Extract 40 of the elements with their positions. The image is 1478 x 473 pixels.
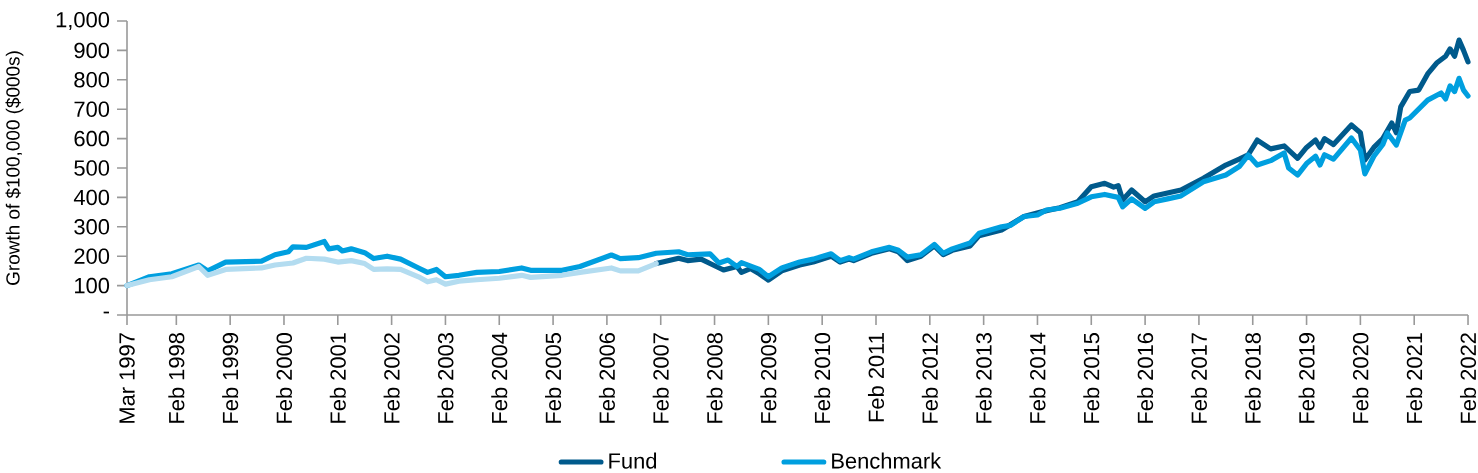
x-tick-label: Feb 2004 bbox=[491, 332, 508, 423]
y-tick-label: - bbox=[103, 311, 109, 314]
x-tick-label: Feb 2007 bbox=[652, 333, 669, 423]
x-tick-label: Feb 2001 bbox=[329, 333, 346, 423]
x-tick-label: Feb 2005 bbox=[545, 333, 562, 423]
x-tick-label: Feb 2015 bbox=[1083, 333, 1100, 423]
y-tick-label: 400 bbox=[73, 189, 110, 206]
x-tick-label: Feb 2008 bbox=[706, 333, 723, 423]
x-tick-label: Feb 2016 bbox=[1137, 333, 1154, 423]
legend-label: Fund bbox=[609, 452, 657, 469]
x-tick-label: Mar 1997 bbox=[119, 333, 135, 423]
y-tick-label: 700 bbox=[74, 101, 110, 117]
x-tick-label: Feb 1999 bbox=[222, 333, 239, 423]
y-tick-label: 600 bbox=[74, 130, 110, 147]
y-axis-title: Growth of $100,000 ($000s) bbox=[5, 51, 24, 285]
x-tick-label: Feb 2002 bbox=[383, 333, 400, 423]
x-tick-label: Feb 2021 bbox=[1406, 333, 1423, 423]
legend-label: Benchmark bbox=[832, 452, 942, 469]
x-tick-label: Feb 2012 bbox=[921, 333, 938, 423]
y-tick-label: 1,000 bbox=[56, 11, 110, 31]
y-tick-label: 900 bbox=[74, 42, 110, 59]
x-tick-label: Feb 2003 bbox=[437, 333, 454, 423]
x-tick-label: Feb 2020 bbox=[1352, 332, 1369, 423]
x-tick-label: Feb 2014 bbox=[1029, 332, 1046, 423]
x-tick-label: Feb 2010 bbox=[814, 332, 831, 423]
y-tick-label: 200 bbox=[74, 248, 110, 264]
x-tick-label: Feb 2013 bbox=[975, 333, 992, 423]
y-tick-label: 800 bbox=[74, 72, 110, 88]
x-tick-label: Feb 2006 bbox=[598, 333, 615, 423]
y-tick-label: 500 bbox=[74, 160, 110, 176]
x-tick-label: Feb 2000 bbox=[275, 332, 293, 423]
x-tick-label: Feb 2017 bbox=[1190, 333, 1207, 423]
x-tick-label: Feb 1998 bbox=[168, 333, 185, 423]
y-tick-label: 300 bbox=[74, 219, 110, 235]
x-tick-label: Feb 2019 bbox=[1298, 333, 1315, 423]
x-tick-label: Feb 2009 bbox=[760, 333, 777, 423]
x-tick-label: Feb 2022 bbox=[1459, 333, 1477, 423]
x-tick-label: Feb 2018 bbox=[1244, 333, 1261, 423]
x-tick-label: Feb 2011 bbox=[867, 333, 885, 422]
y-tick-label: 100 bbox=[75, 277, 110, 294]
